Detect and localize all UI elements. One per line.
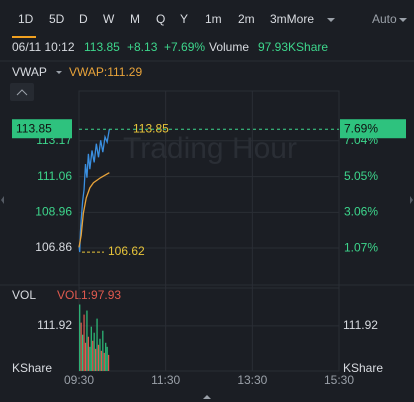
unit-left: KShare	[12, 361, 52, 375]
scroll-left[interactable]	[1, 196, 4, 204]
volume-label: Volume	[209, 40, 249, 54]
x-tick-label: 11:30	[151, 373, 180, 387]
y-tick-label: 111.92	[343, 318, 378, 332]
quote-change: +8.13	[127, 40, 158, 54]
volume-bar	[86, 310, 88, 371]
low-label: 106.62	[108, 244, 145, 258]
volume-bar	[92, 340, 94, 371]
y-tick-label: 106.86	[35, 240, 72, 254]
collapse-button[interactable]	[10, 83, 34, 101]
quote-price: 113.85	[84, 40, 120, 54]
volume-bar	[89, 346, 91, 371]
last-price-tag-label: 113.85	[16, 121, 52, 135]
dropdown-icon[interactable]	[327, 18, 335, 22]
price-line	[78, 129, 110, 253]
volume-bar	[83, 314, 85, 371]
auto-button[interactable]: Auto	[372, 12, 397, 26]
y2-tick-label: 5.05%	[344, 169, 378, 183]
tab[interactable]: Q	[156, 12, 165, 26]
volume-indicator[interactable]: VOL	[12, 288, 36, 302]
tab[interactable]: Y	[180, 12, 188, 26]
watermark: Trading Hour	[123, 132, 297, 165]
quote-time: 06/11 10:12	[12, 40, 75, 54]
x-tick-label: 15:30	[324, 373, 354, 387]
volume-bar	[108, 354, 110, 371]
y2-tick-label: 1.07%	[344, 240, 378, 254]
vwap-value: VWAP:111.29	[69, 65, 142, 79]
last-price-tag	[12, 119, 72, 139]
volume-bar	[96, 318, 98, 371]
y-tick-label: 111.06	[37, 169, 72, 183]
volume-bar	[100, 350, 102, 371]
tab[interactable]: 5D	[49, 12, 65, 26]
expand-icon[interactable]	[203, 395, 211, 399]
tab[interactable]: 3mMore	[270, 12, 314, 26]
vwap-line	[78, 172, 110, 248]
vol-value: VOL1:97.93	[57, 288, 121, 302]
quote-volume: 97.93KShare	[258, 40, 328, 54]
volume-bar	[87, 336, 89, 371]
y-tick-label: 111.92	[37, 318, 72, 332]
scroll-right[interactable]	[410, 196, 413, 204]
x-tick-label: 09:30	[64, 373, 94, 387]
last-pct-label: 7.69%	[344, 121, 378, 135]
x-tick-label: 13:30	[237, 373, 267, 387]
volume-bar	[103, 352, 105, 371]
tab[interactable]: M	[130, 12, 140, 26]
tab[interactable]: 1D	[18, 12, 34, 26]
volume-bar	[95, 348, 97, 371]
volume-bar	[80, 322, 82, 371]
volume-bar	[79, 304, 81, 371]
last-pct-tag	[340, 119, 406, 139]
volume-bar	[102, 330, 104, 371]
y-tick-label: 108.96	[35, 204, 72, 218]
collapse-icon[interactable]	[16, 89, 28, 96]
volume-bar	[84, 342, 87, 371]
volume-bar	[93, 332, 95, 371]
volume-bar	[97, 344, 100, 371]
tab[interactable]: 1m	[205, 12, 222, 26]
tab[interactable]: W	[103, 12, 115, 26]
volume-bar	[105, 342, 107, 371]
volume-bar	[99, 338, 101, 371]
volume-bar	[82, 334, 84, 371]
unit-right: KShare	[343, 361, 383, 375]
indicator-name[interactable]: VWAP	[12, 65, 47, 79]
tab[interactable]: D	[79, 12, 88, 26]
quote-change-pct: +7.69%	[164, 40, 205, 54]
y2-tick-label: 3.06%	[344, 205, 378, 219]
tab[interactable]: 2m	[238, 12, 255, 26]
dropdown-icon[interactable]	[399, 18, 407, 22]
last-price-label: 113.85	[133, 121, 169, 135]
dropdown-icon[interactable]	[56, 71, 62, 74]
volume-bar	[90, 326, 92, 371]
volume-bar	[106, 346, 108, 371]
